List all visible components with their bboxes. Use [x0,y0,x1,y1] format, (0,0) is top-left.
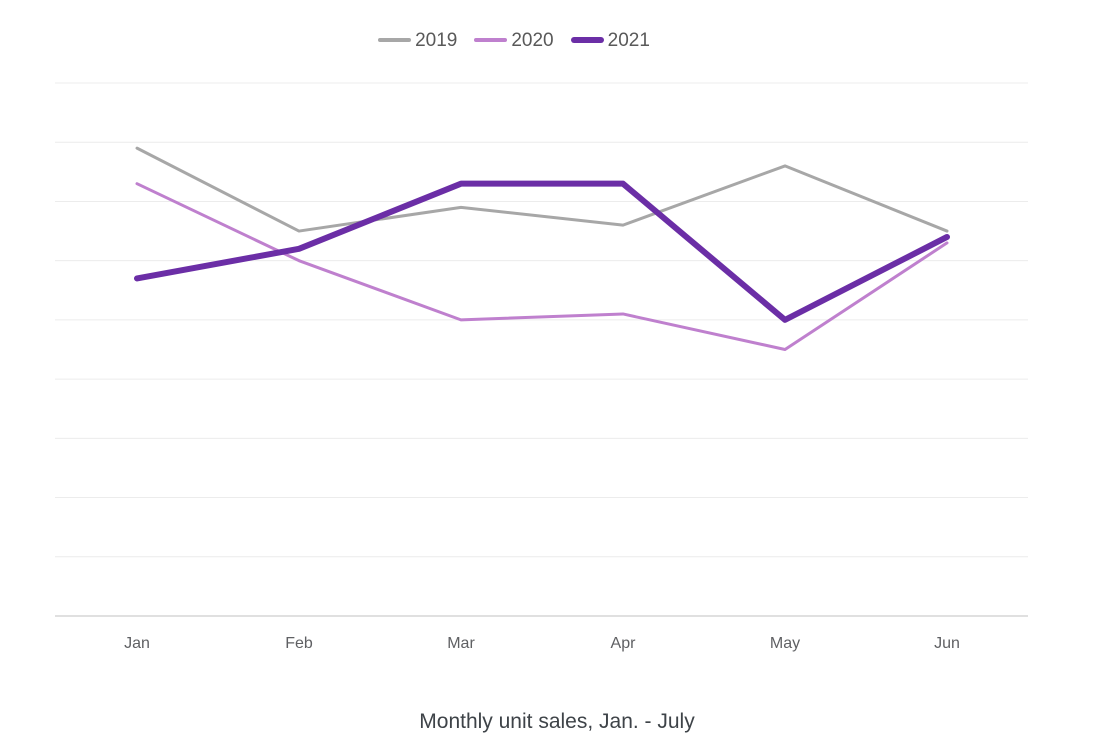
legend-label: 2019 [415,29,458,51]
series-line-2019 [135,146,949,233]
chart-title: Monthly unit sales, Jan. - July [419,710,695,733]
legend-label: 2021 [607,29,650,51]
x-axis-labels: Jan Feb Mar Apr May Jun [0,635,1114,657]
legend-item-2021: 2021 [570,29,650,51]
legend-item-2020: 2020 [474,29,554,51]
series-line-2020 [135,182,949,351]
x-tick-label: May [769,635,801,652]
chart-legend: 2019 2020 2021 [0,28,1028,52]
legend-line-swatch [570,37,604,43]
legend-line-swatch [378,38,412,42]
legend-item-2019: 2019 [378,31,457,50]
x-tick-label: Mar [447,635,475,652]
legend-line-swatch [474,38,508,42]
legend-label: 2020 [511,29,554,51]
x-tick-label: Feb [285,635,313,652]
line-chart-plot [55,82,1028,617]
x-tick-label: Jan [124,635,150,652]
x-tick-label: Jun [934,635,960,652]
x-tick-label: Apr [610,635,636,652]
series-line-2021 [134,180,950,323]
